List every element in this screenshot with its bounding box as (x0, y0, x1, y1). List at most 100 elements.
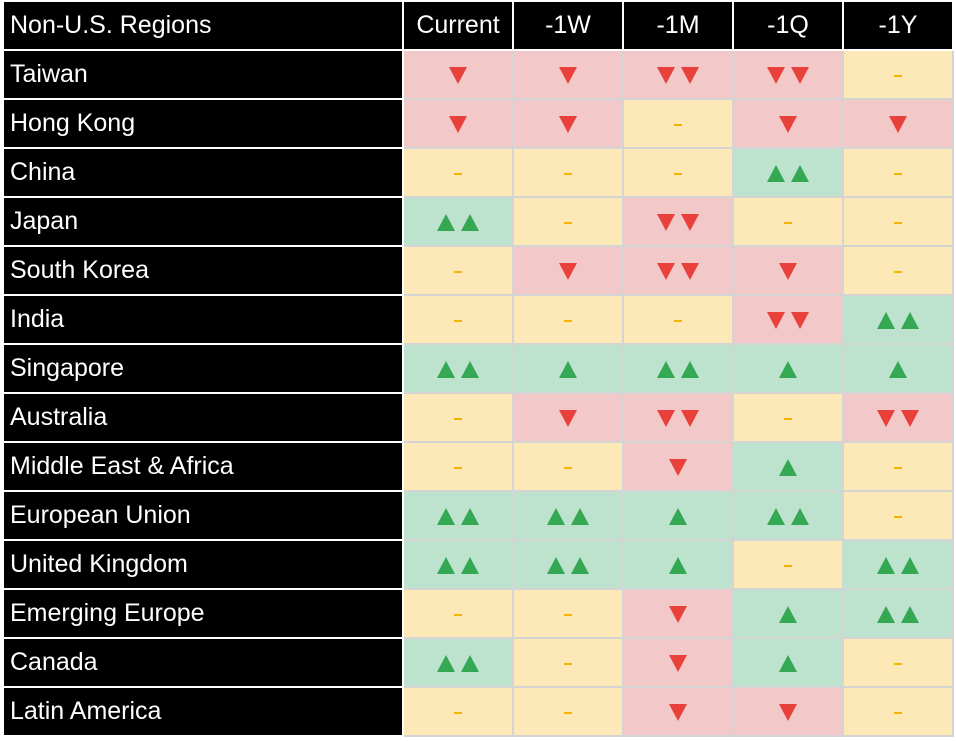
signal-cell-neutral (512, 294, 624, 345)
column-header-current: Current (402, 0, 514, 51)
signal-cell-neutral (512, 588, 624, 639)
triangle-up-icon (877, 606, 895, 624)
signal-cell-neutral (402, 588, 514, 639)
region-name: Emerging Europe (2, 588, 404, 639)
signal-cell-neutral (842, 490, 954, 541)
signal-cell-up (512, 343, 624, 394)
signal-cell-up (842, 588, 954, 639)
dash-icon (564, 172, 572, 175)
signal-cell-neutral (622, 147, 734, 198)
signal-cell-down (512, 392, 624, 443)
triangle-down-icon (767, 312, 785, 330)
signal-cell-up (732, 588, 844, 639)
triangle-down-icon (681, 263, 699, 281)
signal-cell-up (512, 539, 624, 590)
table-row: United Kingdom (2, 539, 954, 590)
triangle-down-icon (559, 263, 577, 281)
triangle-up-icon (901, 606, 919, 624)
region-name: Middle East & Africa (2, 441, 404, 492)
region-name: European Union (2, 490, 404, 541)
signal-cell-neutral (512, 441, 624, 492)
table-row: Taiwan (2, 49, 954, 100)
signal-cell-up (732, 147, 844, 198)
signal-cell-up (732, 441, 844, 492)
table-row: Latin America (2, 686, 954, 737)
signal-cell-down (732, 245, 844, 296)
table-row: Australia (2, 392, 954, 443)
region-name: India (2, 294, 404, 345)
table-row: Emerging Europe (2, 588, 954, 639)
signal-cell-neutral (622, 98, 734, 149)
triangle-down-icon (449, 67, 467, 85)
signal-cell-neutral (402, 147, 514, 198)
dash-icon (894, 711, 902, 714)
triangle-down-icon (669, 459, 687, 477)
signal-cell-up (842, 294, 954, 345)
column-header-region: Non-U.S. Regions (2, 0, 404, 51)
dash-icon (784, 564, 792, 567)
region-name: Latin America (2, 686, 404, 737)
column-header-1m: -1M (622, 0, 734, 51)
signal-cell-neutral (842, 637, 954, 688)
signal-cell-neutral (512, 196, 624, 247)
signal-cell-down (622, 196, 734, 247)
dash-icon (674, 172, 682, 175)
region-name: South Korea (2, 245, 404, 296)
signal-cell-down (622, 637, 734, 688)
signal-cell-neutral (732, 539, 844, 590)
triangle-up-icon (779, 361, 797, 379)
signal-cell-up (402, 196, 514, 247)
signal-cell-neutral (842, 245, 954, 296)
triangle-up-icon (901, 557, 919, 575)
triangle-down-icon (791, 312, 809, 330)
triangle-up-icon (889, 361, 907, 379)
signal-cell-up (622, 539, 734, 590)
triangle-down-icon (657, 214, 675, 232)
dash-icon (454, 417, 462, 420)
triangle-up-icon (461, 655, 479, 673)
dash-icon (894, 515, 902, 518)
dash-icon (674, 123, 682, 126)
triangle-down-icon (657, 263, 675, 281)
dash-icon (454, 613, 462, 616)
triangle-down-icon (791, 67, 809, 85)
signal-cell-up (732, 343, 844, 394)
signal-cell-down (622, 392, 734, 443)
signal-cell-down (512, 49, 624, 100)
table-row: Singapore (2, 343, 954, 394)
triangle-down-icon (657, 410, 675, 428)
triangle-down-icon (559, 116, 577, 134)
triangle-up-icon (901, 312, 919, 330)
signal-cell-neutral (842, 196, 954, 247)
triangle-up-icon (437, 557, 455, 575)
signal-cell-down (402, 49, 514, 100)
triangle-down-icon (681, 214, 699, 232)
signal-cell-neutral (842, 49, 954, 100)
dash-icon (894, 172, 902, 175)
dash-icon (454, 319, 462, 322)
signal-cell-down (622, 686, 734, 737)
signal-cell-neutral (402, 245, 514, 296)
signal-cell-up (732, 490, 844, 541)
signal-cell-neutral (512, 637, 624, 688)
triangle-up-icon (547, 508, 565, 526)
triangle-up-icon (461, 557, 479, 575)
signal-cell-neutral (402, 392, 514, 443)
signal-cell-up (622, 490, 734, 541)
dash-icon (564, 711, 572, 714)
dash-icon (894, 466, 902, 469)
region-name: Australia (2, 392, 404, 443)
signal-cell-up (402, 637, 514, 688)
signal-cell-down (512, 245, 624, 296)
triangle-down-icon (681, 67, 699, 85)
table-header: Non-U.S. Regions Current -1W -1M -1Q -1Y (2, 0, 954, 51)
signal-cell-neutral (402, 441, 514, 492)
column-header-1w: -1W (512, 0, 624, 51)
region-name: United Kingdom (2, 539, 404, 590)
triangle-down-icon (669, 704, 687, 722)
signal-cell-up (512, 490, 624, 541)
dash-icon (564, 613, 572, 616)
signal-cell-up (842, 343, 954, 394)
table-row: India (2, 294, 954, 345)
